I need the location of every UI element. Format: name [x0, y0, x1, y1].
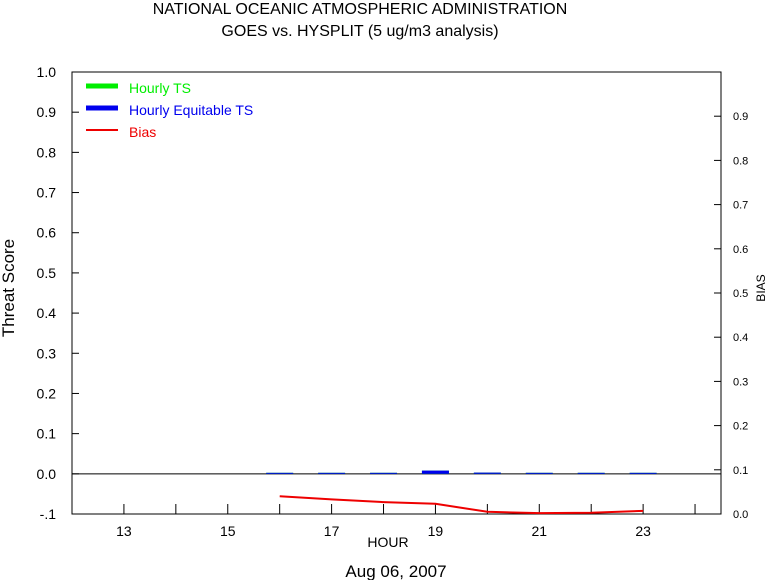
- y-tick-label: 0.2: [37, 385, 57, 401]
- y-axis-label: Threat Score: [0, 239, 18, 337]
- plot-frame: [71, 71, 722, 515]
- y2-axis-label: BIAS: [754, 274, 767, 301]
- x-tick-label: 13: [116, 523, 132, 539]
- y-tick-label: 0.5: [37, 265, 57, 281]
- y-tick-label: 0.6: [37, 225, 57, 241]
- y-tick-label: 1.0: [37, 64, 57, 80]
- chart-subtitle: GOES vs. HYSPLIT (5 ug/m3 analysis): [221, 23, 498, 40]
- y-tick-label: 0.9: [37, 104, 57, 120]
- y-tick-label: 0.0: [37, 466, 57, 482]
- series-mark-hourly-equitable-ts: [318, 472, 346, 474]
- legend-label-hourly-ts: Hourly TS: [129, 80, 191, 96]
- y2-tick-label: 0.1: [733, 465, 748, 477]
- chart-title: NATIONAL OCEANIC ATMOSPHERIC ADMINISTRAT…: [153, 1, 568, 18]
- series-mark-hourly-equitable-ts: [370, 472, 398, 474]
- legend: Hourly TS Hourly Equitable TS Bias: [86, 80, 253, 140]
- series-mark-hourly-equitable-ts: [577, 472, 605, 474]
- date-label: Aug 06, 2007: [345, 562, 446, 580]
- x-tick-label: 15: [220, 523, 236, 539]
- y2-tick-label: 0.2: [733, 421, 748, 433]
- y-axis-left: -.1 0.0 0.1 0.2 0.3 0.4 0.5 0.6 0.7 0.8 0.9 1.0: [37, 64, 79, 522]
- x-tick-label: 17: [324, 523, 340, 539]
- x-axis-label: HOUR: [367, 534, 408, 550]
- x-tick-label: 19: [428, 523, 444, 539]
- x-tick-label: 21: [531, 523, 547, 539]
- x-tick-label: 23: [635, 523, 651, 539]
- y2-tick-label: 0.9: [733, 111, 748, 123]
- series-mark-hourly-equitable-ts: [473, 472, 501, 474]
- series-mark-hourly-equitable-ts: [266, 472, 294, 474]
- series-layer: [266, 470, 657, 515]
- y2-tick-label: 0.3: [733, 376, 748, 388]
- series-mark-hourly-equitable-ts: [629, 472, 657, 474]
- y-tick-label: 0.7: [37, 185, 57, 201]
- series-line-bias: [279, 495, 644, 515]
- y2-tick-label: 0.4: [733, 332, 748, 344]
- y-tick-label: 0.3: [37, 345, 57, 361]
- y2-tick-label: 0.8: [733, 155, 748, 167]
- y2-tick-label: 0.0: [733, 509, 748, 521]
- series-mark-hourly-equitable-ts: [421, 470, 449, 474]
- y-axis-right: 0.0 0.1 0.2 0.3 0.4 0.5 0.6 0.7 0.8 0.9: [714, 111, 748, 521]
- series-mark-hourly-equitable-ts: [525, 472, 553, 474]
- legend-label-bias: Bias: [129, 124, 156, 140]
- y2-tick-label: 0.5: [733, 288, 748, 300]
- y2-tick-label: 0.7: [733, 200, 748, 212]
- y-tick-label: 0.4: [37, 305, 57, 321]
- y-tick-label: -.1: [40, 506, 57, 522]
- y-tick-label: 0.1: [37, 426, 57, 442]
- y-tick-label: 0.8: [37, 144, 57, 160]
- legend-label-hourly-equitable-ts: Hourly Equitable TS: [129, 102, 253, 118]
- y2-tick-label: 0.6: [733, 244, 748, 256]
- x-axis: 13 15 17 19 21 23: [116, 504, 696, 539]
